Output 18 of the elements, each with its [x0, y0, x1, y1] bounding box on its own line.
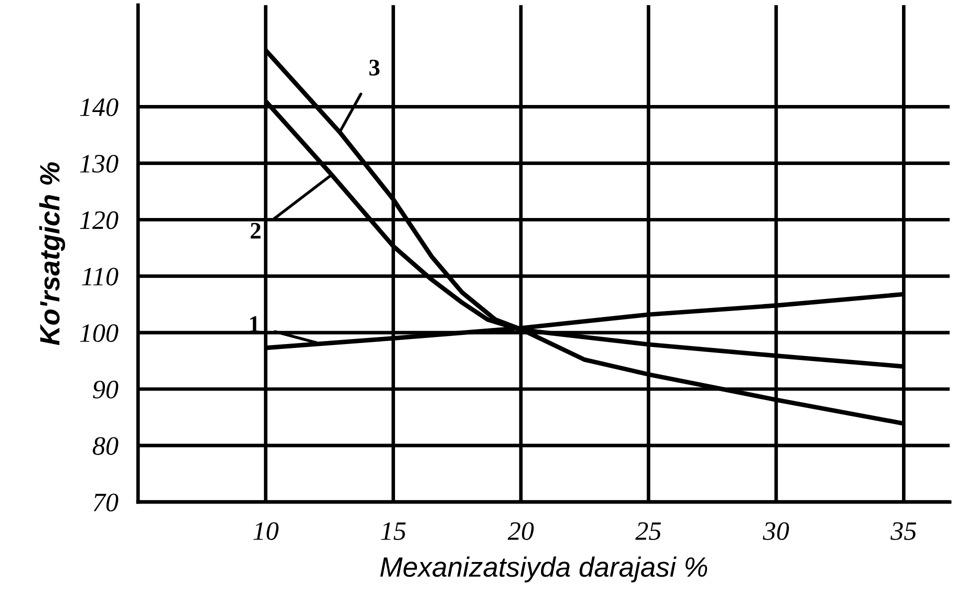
- x-tick-label: 30: [762, 522, 789, 540]
- x-tick-label: 25: [635, 522, 661, 540]
- y-tick-label: 80: [92, 437, 118, 455]
- y-tick-label: 70: [94, 494, 118, 512]
- y-tick-label: 90: [92, 380, 118, 398]
- x-tick-label: 10: [253, 522, 279, 540]
- annotation: 2: [250, 222, 261, 239]
- annotation: 3: [369, 60, 380, 76]
- y-tick-label: 110: [82, 268, 118, 286]
- y-tick-label: 130: [80, 154, 118, 173]
- x-tick-label: 15: [381, 522, 406, 540]
- x-tick-label: 35: [890, 522, 916, 540]
- y-tick-label: 140: [80, 98, 118, 116]
- y-tick-label: 120: [80, 211, 118, 230]
- x-tick-label: 20: [508, 522, 534, 540]
- y-tick-label: 100: [80, 324, 118, 342]
- y-axis-title: Ko'rsatgich %: [39, 162, 66, 346]
- x-axis-title: Mexanizatsiyda darajasi %: [380, 556, 708, 582]
